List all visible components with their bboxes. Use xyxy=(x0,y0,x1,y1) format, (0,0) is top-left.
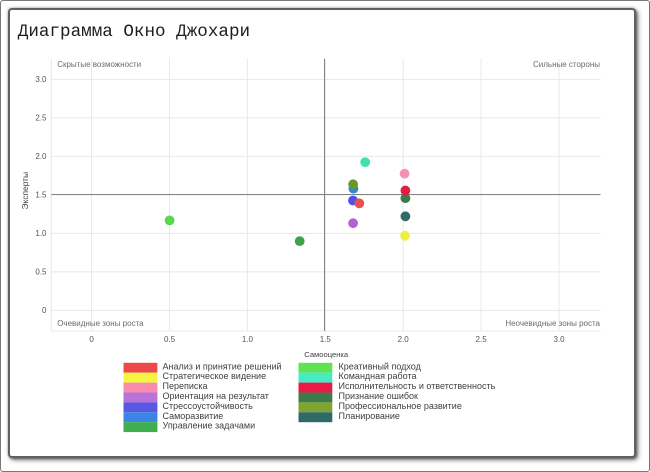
svg-text:0.5: 0.5 xyxy=(164,335,176,344)
svg-text:0: 0 xyxy=(89,335,94,344)
svg-text:Переписка: Переписка xyxy=(163,381,208,391)
svg-text:Ориентация на результат: Ориентация на результат xyxy=(163,391,269,401)
svg-text:Самооценка: Самооценка xyxy=(304,350,349,359)
svg-text:Анализ и принятие решений: Анализ и принятие решений xyxy=(163,361,282,371)
svg-text:Стратегическое видение: Стратегическое видение xyxy=(163,371,267,381)
svg-text:1.5: 1.5 xyxy=(35,191,47,200)
svg-text:Неочевидные зоны роста: Неочевидные зоны роста xyxy=(505,319,600,328)
svg-text:2.5: 2.5 xyxy=(476,335,488,344)
svg-text:1.0: 1.0 xyxy=(242,335,254,344)
svg-text:Сильные стороны: Сильные стороны xyxy=(533,60,600,69)
svg-text:3.0: 3.0 xyxy=(35,75,47,84)
svg-text:Признание ошибок: Признание ошибок xyxy=(339,391,419,401)
svg-text:0: 0 xyxy=(42,306,47,315)
svg-text:Профессиональное развитие: Профессиональное развитие xyxy=(339,401,462,411)
svg-text:1.0: 1.0 xyxy=(35,229,47,238)
svg-text:2.0: 2.0 xyxy=(35,152,47,161)
svg-text:Управление задачами: Управление задачами xyxy=(163,421,256,431)
svg-text:Креативный подход: Креативный подход xyxy=(339,361,422,371)
svg-text:1.5: 1.5 xyxy=(320,335,332,344)
svg-text:Саморазвитие: Саморазвитие xyxy=(163,411,224,421)
svg-text:Очевидные зоны роста: Очевидные зоны роста xyxy=(57,319,144,328)
svg-text:2.0: 2.0 xyxy=(398,335,410,344)
svg-text:Скрытые возможности: Скрытые возможности xyxy=(57,60,141,69)
svg-text:Диаграмма Окно Джохари: Диаграмма Окно Джохари xyxy=(18,22,250,42)
svg-text:Планирование: Планирование xyxy=(339,411,400,421)
svg-text:Командная работа: Командная работа xyxy=(339,371,417,381)
svg-text:Исполнительность и ответственн: Исполнительность и ответственность xyxy=(339,381,496,391)
svg-text:Стрессоустойчивость: Стрессоустойчивость xyxy=(163,401,254,411)
svg-text:Эксперты: Эксперты xyxy=(20,172,30,210)
svg-text:3.0: 3.0 xyxy=(553,335,565,344)
svg-text:2.5: 2.5 xyxy=(35,114,47,123)
svg-text:0.5: 0.5 xyxy=(35,268,47,277)
